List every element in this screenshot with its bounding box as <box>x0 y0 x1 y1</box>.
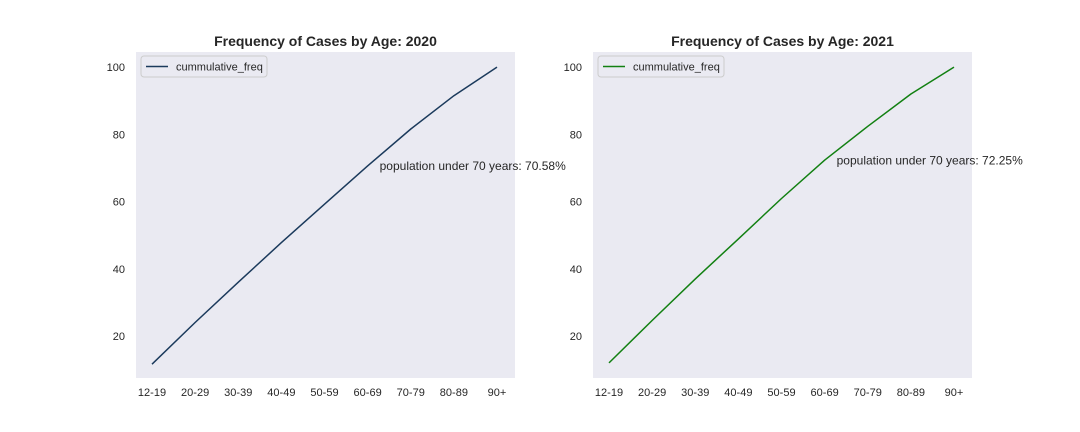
y-tick-label: 100 <box>564 62 582 74</box>
x-tick-label: 30-39 <box>681 387 709 399</box>
y-tick-label: 60 <box>113 197 125 209</box>
plot-area <box>593 52 972 378</box>
x-tick-label: 20-29 <box>638 387 666 399</box>
series-lines <box>151 66 498 365</box>
series-line <box>151 66 498 365</box>
legend-box <box>597 55 725 78</box>
chart-panel-2020: Frequency of Cases by Age: 2020 20 40 60 80… <box>107 33 566 399</box>
x-tick-labels: 12-19 20-29 30-39 40-49 50-59 60-69 70-79 80-89… <box>595 387 963 399</box>
y-tick-label: 40 <box>570 264 582 276</box>
y-tick-label: 100 <box>107 62 125 74</box>
x-tick-label: 60-69 <box>354 387 382 399</box>
y-tick-label: 80 <box>113 129 125 141</box>
x-tick-label: 50-59 <box>767 387 795 399</box>
plot-area <box>136 52 515 378</box>
x-tick-label: 70-79 <box>854 387 882 399</box>
series-lines <box>608 66 955 364</box>
annotation: population under 70 years: 72.25% <box>837 153 1023 167</box>
x-tick-label: 12-19 <box>138 387 166 399</box>
legend-box <box>140 55 268 78</box>
y-tick-label: 40 <box>113 264 125 276</box>
y-tick-labels: 20 40 60 80 100 <box>107 62 125 343</box>
series-line <box>608 66 955 364</box>
x-tick-label: 80-89 <box>440 387 468 399</box>
y-tick-label: 80 <box>570 129 582 141</box>
x-tick-label: 40-49 <box>267 387 295 399</box>
x-tick-label: 12-19 <box>595 387 623 399</box>
x-tick-label: 80-89 <box>897 387 925 399</box>
x-tick-labels: 12-19 20-29 30-39 40-49 50-59 60-69 70-79 80-89… <box>138 387 506 399</box>
chart-title: Frequency of Cases by Age: 2020 <box>214 33 437 49</box>
annotation: population under 70 years: 70.58% <box>380 159 566 173</box>
legend: cummulative_freq <box>140 55 268 78</box>
x-tick-label: 60-69 <box>811 387 839 399</box>
x-tick-label: 20-29 <box>181 387 209 399</box>
y-tick-label: 20 <box>570 331 582 343</box>
legend-label: cummulative_freq <box>633 62 720 74</box>
chart-panel-2021: Frequency of Cases by Age: 2021 20 40 60 80… <box>564 33 1023 399</box>
x-tick-label: 70-79 <box>397 387 425 399</box>
legend-label: cummulative_freq <box>176 62 263 74</box>
x-tick-label: 40-49 <box>724 387 752 399</box>
x-tick-label: 50-59 <box>310 387 338 399</box>
x-tick-label: 30-39 <box>224 387 252 399</box>
x-tick-label: 90+ <box>945 387 964 399</box>
legend: cummulative_freq <box>597 55 725 78</box>
y-tick-label: 60 <box>570 197 582 209</box>
y-tick-labels: 20 40 60 80 100 <box>564 62 582 343</box>
x-tick-label: 90+ <box>488 387 507 399</box>
y-tick-label: 20 <box>113 331 125 343</box>
chart-title: Frequency of Cases by Age: 2021 <box>671 33 894 49</box>
